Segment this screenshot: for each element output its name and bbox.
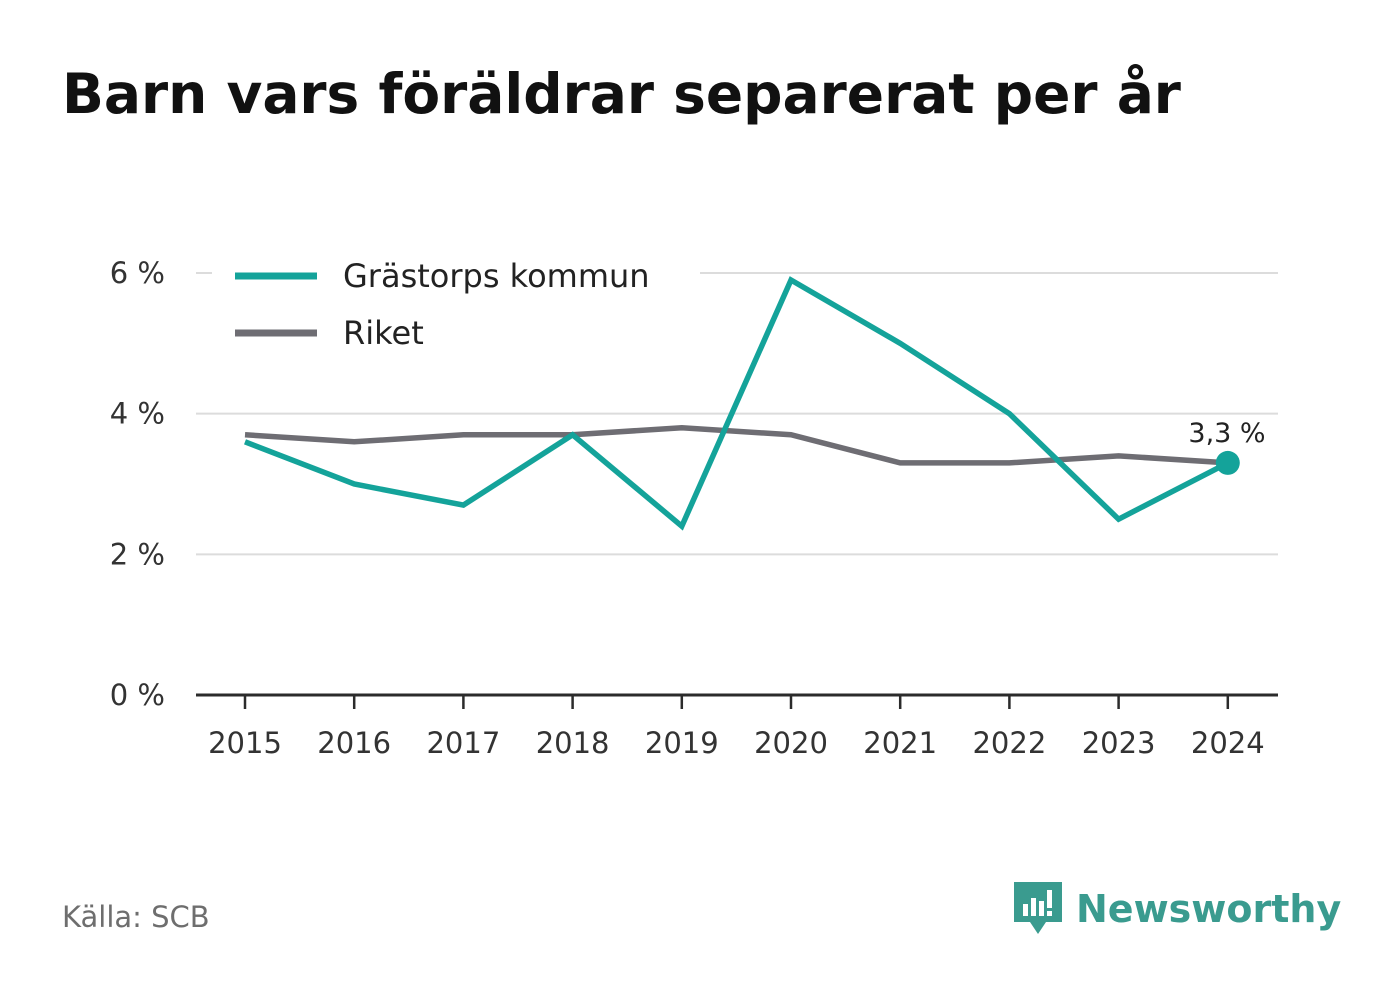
x-tick-label: 2016 xyxy=(317,726,391,760)
legend: Grästorps kommun Riket xyxy=(212,248,700,360)
x-tick-label: 2019 xyxy=(645,726,719,760)
x-tick-label: 2018 xyxy=(536,726,610,760)
end-value-label: 3,3 % xyxy=(1188,418,1265,449)
series-line-riket xyxy=(244,424,1228,466)
source-note: Källa: SCB xyxy=(62,900,210,934)
y-tick-label: 4 % xyxy=(110,397,165,431)
x-tick-label: 2023 xyxy=(1082,726,1156,760)
y-tick-label: 2 % xyxy=(110,537,165,571)
series-line-grastorp xyxy=(244,276,1230,531)
y-tick-label: 6 % xyxy=(110,256,165,290)
brand[interactable]: Newsworthy xyxy=(1010,878,1341,940)
chart-title: Barn vars föräldrar separerat per år xyxy=(62,62,1181,126)
x-tick-label: 2021 xyxy=(863,726,937,760)
newsworthy-logo-icon xyxy=(1014,882,1062,934)
end-point-marker xyxy=(1215,450,1240,475)
x-tick-label: 2024 xyxy=(1191,726,1265,760)
x-tick-label: 2015 xyxy=(208,726,282,760)
annotations: 3,3 % xyxy=(1185,415,1269,475)
x-axis-ticks: 2015 2016 2017 2018 2019 2020 2021 2022 2023 2024 xyxy=(208,695,1265,760)
x-tick-label: 2020 xyxy=(754,726,828,760)
legend-label: Grästorps kommun xyxy=(343,257,650,295)
legend-label: Riket xyxy=(343,314,424,352)
x-tick-label: 2022 xyxy=(972,726,1046,760)
brand-name: Newsworthy xyxy=(1076,887,1342,931)
legend-background xyxy=(212,248,700,360)
y-tick-label: 0 % xyxy=(110,678,165,712)
y-axis-ticks: 0 % 2 % 4 % 6 % xyxy=(110,256,165,712)
x-tick-label: 2017 xyxy=(426,726,500,760)
series-lines xyxy=(244,276,1230,531)
